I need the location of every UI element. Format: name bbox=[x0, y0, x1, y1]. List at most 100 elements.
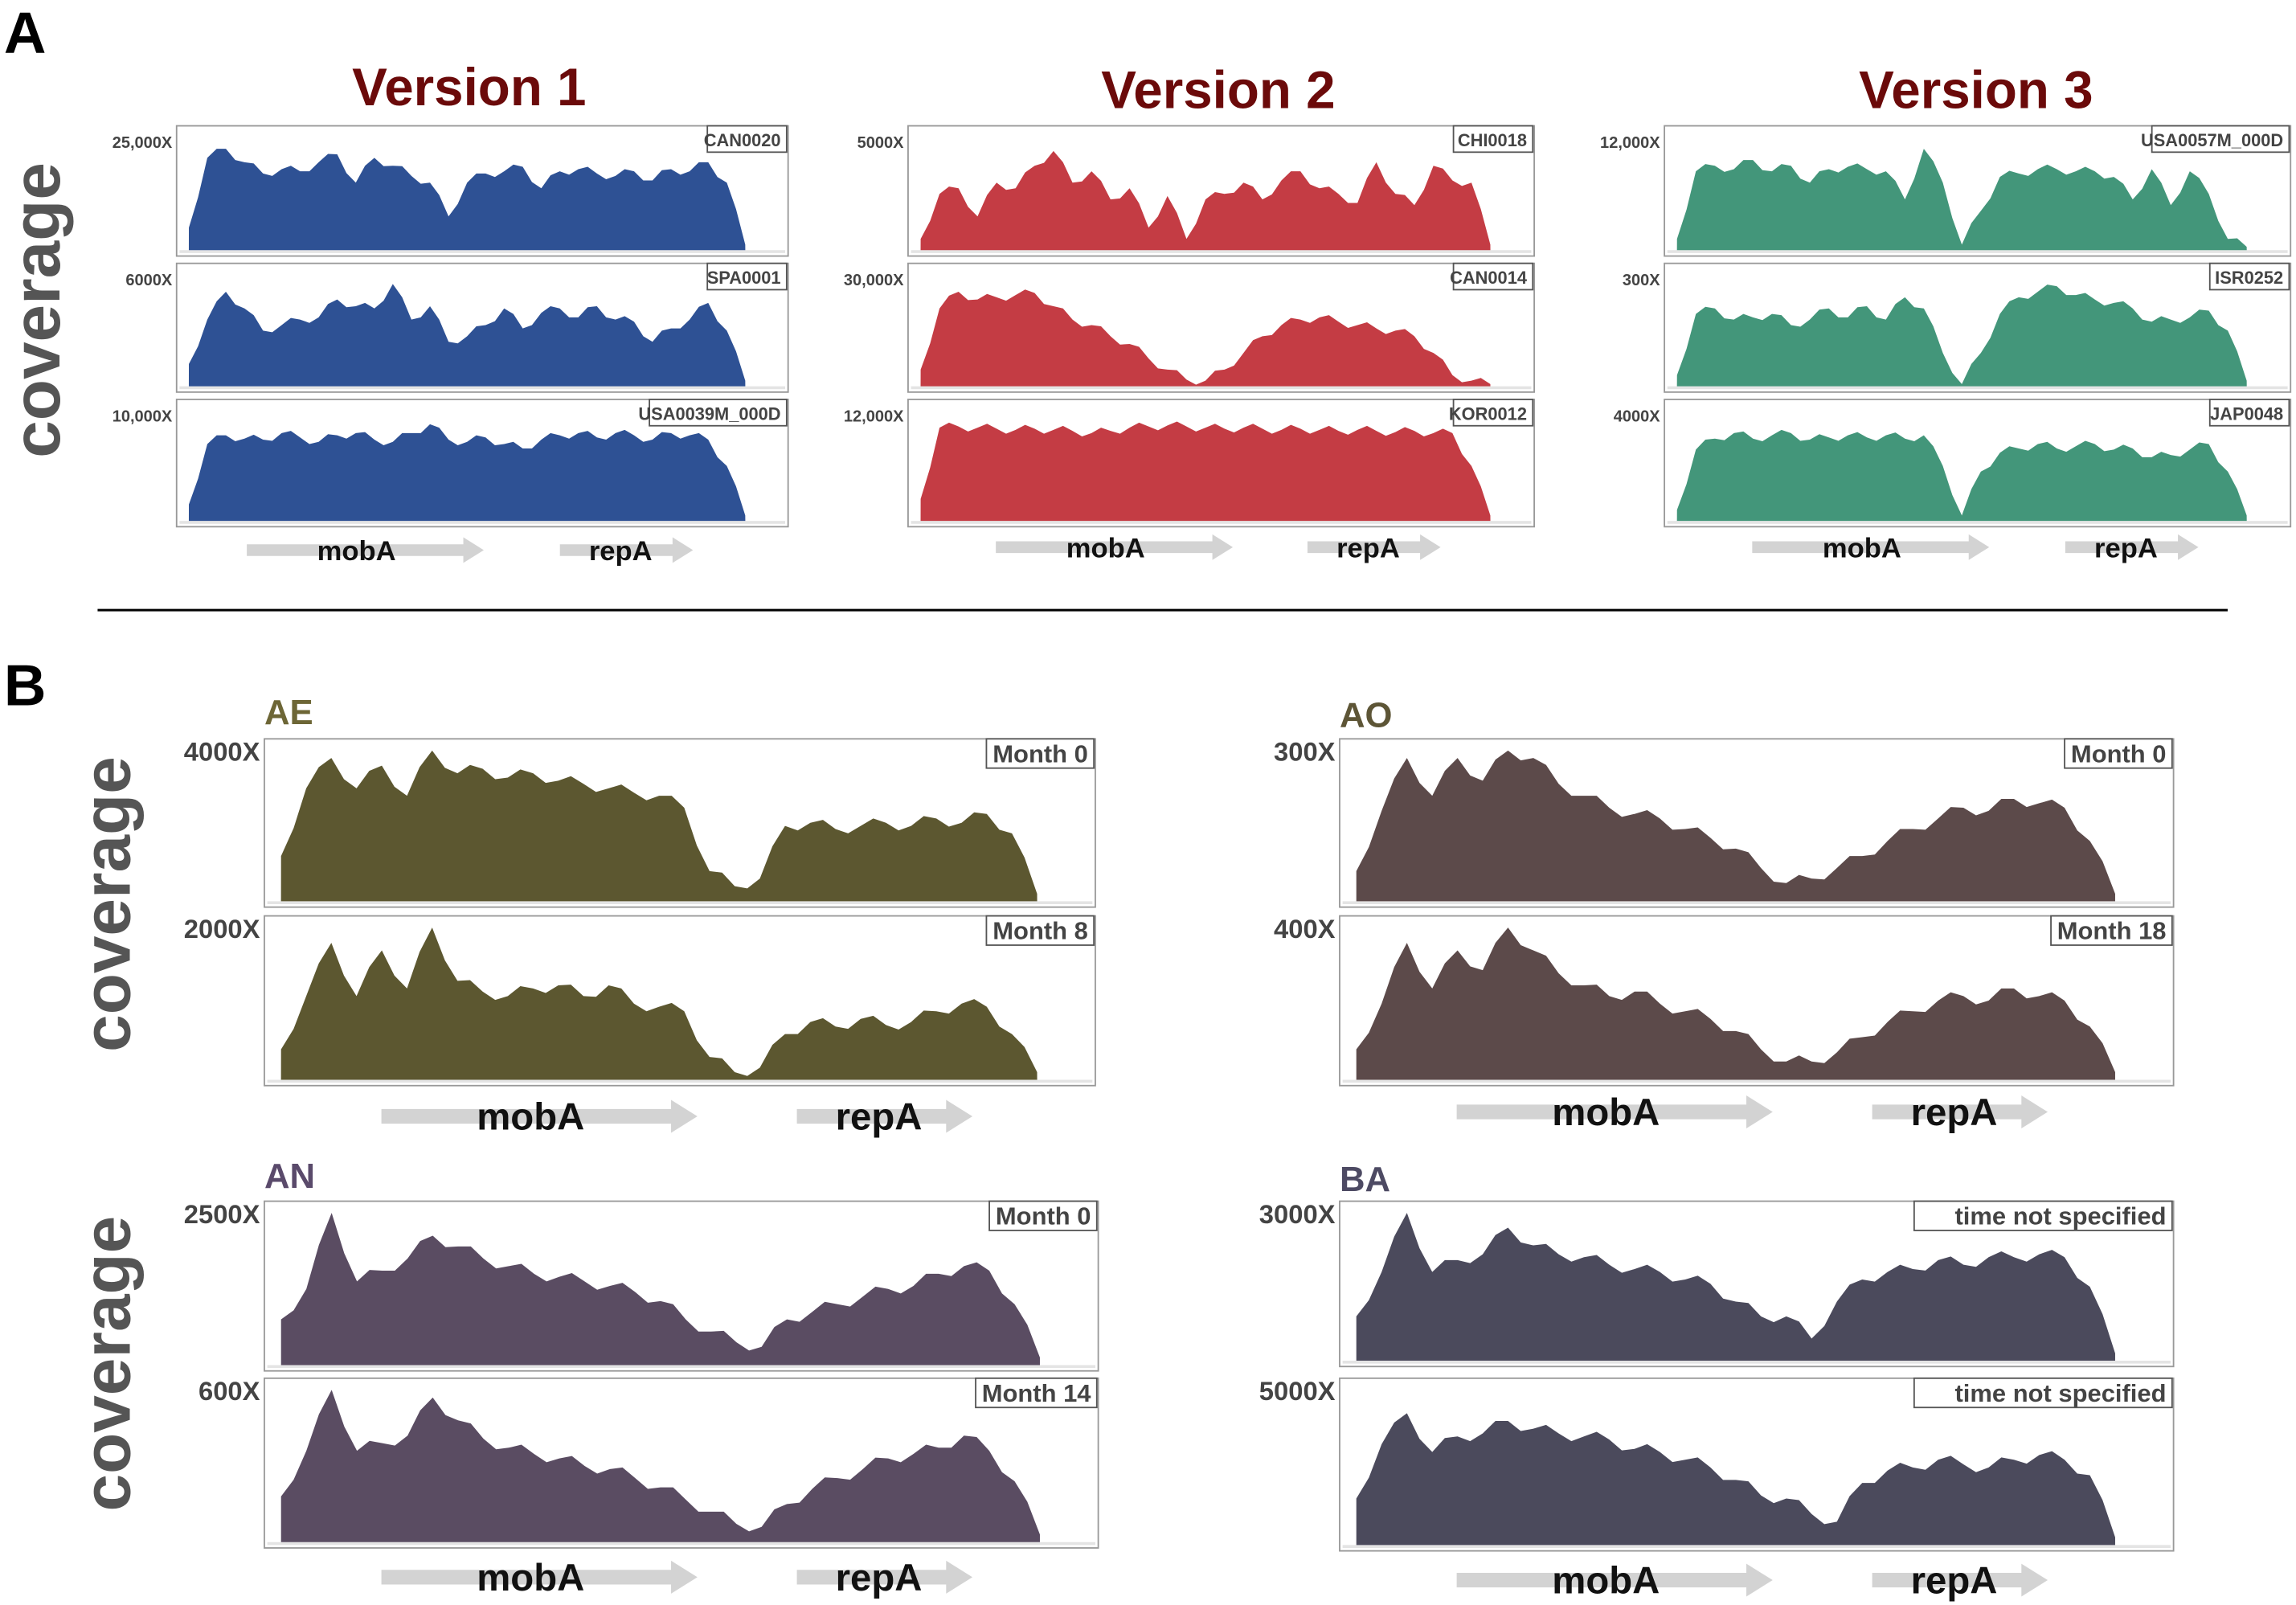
panel-label-a: A bbox=[4, 1, 47, 66]
coverage-area bbox=[1676, 149, 2247, 251]
y-max-label: 300X bbox=[1274, 737, 1336, 767]
sample-label-box bbox=[2208, 262, 2290, 291]
gene-arrow-mobA bbox=[1456, 1095, 1773, 1128]
sample-label-box bbox=[2151, 125, 2290, 154]
sample-label: Month 0 bbox=[992, 739, 1088, 768]
y-max-label: 30,000X bbox=[844, 272, 904, 289]
gene-label-mobA: mobA bbox=[1066, 534, 1145, 564]
gene-arrow-mobA bbox=[381, 1099, 698, 1133]
gene-arrow-repA bbox=[2065, 534, 2199, 560]
gene-label-mobA: mobA bbox=[477, 1095, 584, 1138]
sample-label-box bbox=[649, 399, 788, 427]
coverage-track: 3000X time not specified bbox=[1259, 1199, 2175, 1368]
sample-label-box bbox=[985, 915, 1095, 946]
sample-label-box bbox=[706, 262, 788, 291]
sample-label: time not specified bbox=[1954, 1202, 2166, 1230]
chart-ae: AE 4000X Month 0 2000X Month 8 mobA repA bbox=[184, 693, 1096, 1138]
gene-label-repA: repA bbox=[1336, 534, 1400, 564]
sample-label: USA0039M_000D bbox=[638, 403, 780, 424]
y-max-label: 400X bbox=[1274, 914, 1336, 944]
sample-label: CHI0018 bbox=[1458, 130, 1527, 150]
sample-label-box bbox=[1452, 125, 1534, 154]
sample-label-box bbox=[1913, 1377, 2173, 1409]
sample-label: Month 0 bbox=[996, 1202, 1091, 1230]
y-axis-label-b2: coverage bbox=[68, 1216, 144, 1512]
sample-label: CAN0014 bbox=[1450, 268, 1528, 288]
sample-label-box bbox=[2064, 738, 2173, 769]
sample-label: Month 0 bbox=[2071, 739, 2167, 768]
sample-label: CAN0020 bbox=[704, 130, 781, 150]
chart-title: Version 3 bbox=[1859, 61, 2093, 120]
coverage-track: 300X Month 0 bbox=[1274, 737, 2175, 908]
sample-label-box bbox=[706, 125, 788, 154]
gene-label-repA: repA bbox=[1911, 1091, 1998, 1134]
y-axis-label-b1: coverage bbox=[68, 756, 144, 1052]
y-max-label: 2500X bbox=[184, 1199, 260, 1229]
coverage-area bbox=[1356, 1213, 2115, 1361]
chart-title: AE bbox=[264, 693, 313, 732]
coverage-area bbox=[1356, 750, 2115, 902]
coverage-area bbox=[920, 289, 1491, 387]
sample-label: JAP0048 bbox=[2210, 403, 2283, 424]
sample-label: USA0057M_000D bbox=[2141, 130, 2283, 150]
sample-label-box bbox=[1452, 262, 1534, 291]
gene-arrow-repA bbox=[559, 537, 694, 563]
coverage-area bbox=[1356, 1413, 2115, 1546]
gene-label-repA: repA bbox=[589, 536, 653, 567]
coverage-track: 5000X CHI0018 bbox=[857, 125, 1536, 257]
chart-version-3: Version 3 12,000X USA0057M_000D 300X ISR0252… bbox=[1600, 61, 2292, 564]
coverage-track: 600X Month 14 bbox=[198, 1376, 1099, 1549]
coverage-track: 30,000X CAN0014 bbox=[844, 262, 1536, 393]
gene-arrow-repA bbox=[796, 1099, 973, 1133]
chart-title: Version 1 bbox=[352, 58, 586, 117]
gene-arrow-repA bbox=[796, 1560, 973, 1594]
coverage-area bbox=[188, 149, 746, 251]
y-max-label: 25,000X bbox=[113, 134, 173, 152]
gene-label-repA: repA bbox=[836, 1095, 923, 1138]
coverage-track: 12,000X KOR0012 bbox=[844, 399, 1536, 528]
coverage-track: 6000X SPA0001 bbox=[125, 262, 789, 393]
gene-arrow-mobA bbox=[247, 537, 485, 563]
sample-label: SPA0001 bbox=[707, 268, 781, 288]
sample-label-box bbox=[2050, 915, 2173, 946]
coverage-track: 300X ISR0252 bbox=[1623, 262, 2292, 393]
coverage-track: 4000X Month 0 bbox=[184, 737, 1096, 908]
y-axis-label-a: coverage bbox=[0, 162, 74, 458]
gene-track: mobA repA bbox=[1456, 1091, 2048, 1134]
y-max-label: 2000X bbox=[184, 914, 260, 944]
gene-track: mobA repA bbox=[996, 534, 1441, 564]
coverage-area bbox=[280, 750, 1037, 902]
chart-title: AN bbox=[264, 1157, 315, 1196]
coverage-track: 400X Month 18 bbox=[1274, 914, 2175, 1087]
y-max-label: 12,000X bbox=[1600, 134, 1660, 152]
coverage-track: 2000X Month 8 bbox=[184, 914, 1096, 1087]
sample-label: ISR0252 bbox=[2215, 268, 2283, 288]
sample-label: Month 8 bbox=[992, 917, 1088, 945]
sample-label: Month 18 bbox=[2057, 917, 2167, 945]
coverage-area bbox=[280, 927, 1037, 1080]
gene-track: mobA repA bbox=[381, 1095, 973, 1138]
sample-label: KOR0012 bbox=[1449, 403, 1527, 424]
y-max-label: 600X bbox=[198, 1376, 260, 1406]
y-max-label: 5000X bbox=[857, 134, 905, 152]
coverage-area bbox=[1676, 429, 2247, 522]
chart-title: BA bbox=[1340, 1160, 1390, 1199]
chart-title: AO bbox=[1340, 696, 1393, 735]
chart-title: Version 2 bbox=[1101, 61, 1335, 120]
sample-label-box bbox=[975, 1377, 1098, 1409]
sample-label-box bbox=[1913, 1200, 2173, 1231]
gene-label-mobA: mobA bbox=[1552, 1091, 1660, 1134]
coverage-area bbox=[280, 1390, 1040, 1542]
gene-track: mobA repA bbox=[1752, 534, 2199, 564]
y-max-label: 6000X bbox=[125, 272, 173, 289]
gene-arrow-repA bbox=[1872, 1095, 2048, 1128]
gene-arrow-mobA bbox=[1752, 534, 1990, 560]
panel-label-b: B bbox=[4, 653, 47, 718]
gene-label-repA: repA bbox=[836, 1557, 923, 1599]
coverage-area bbox=[188, 284, 746, 387]
gene-arrow-mobA bbox=[381, 1560, 698, 1594]
coverage-track: 2500X Month 0 bbox=[184, 1199, 1099, 1372]
